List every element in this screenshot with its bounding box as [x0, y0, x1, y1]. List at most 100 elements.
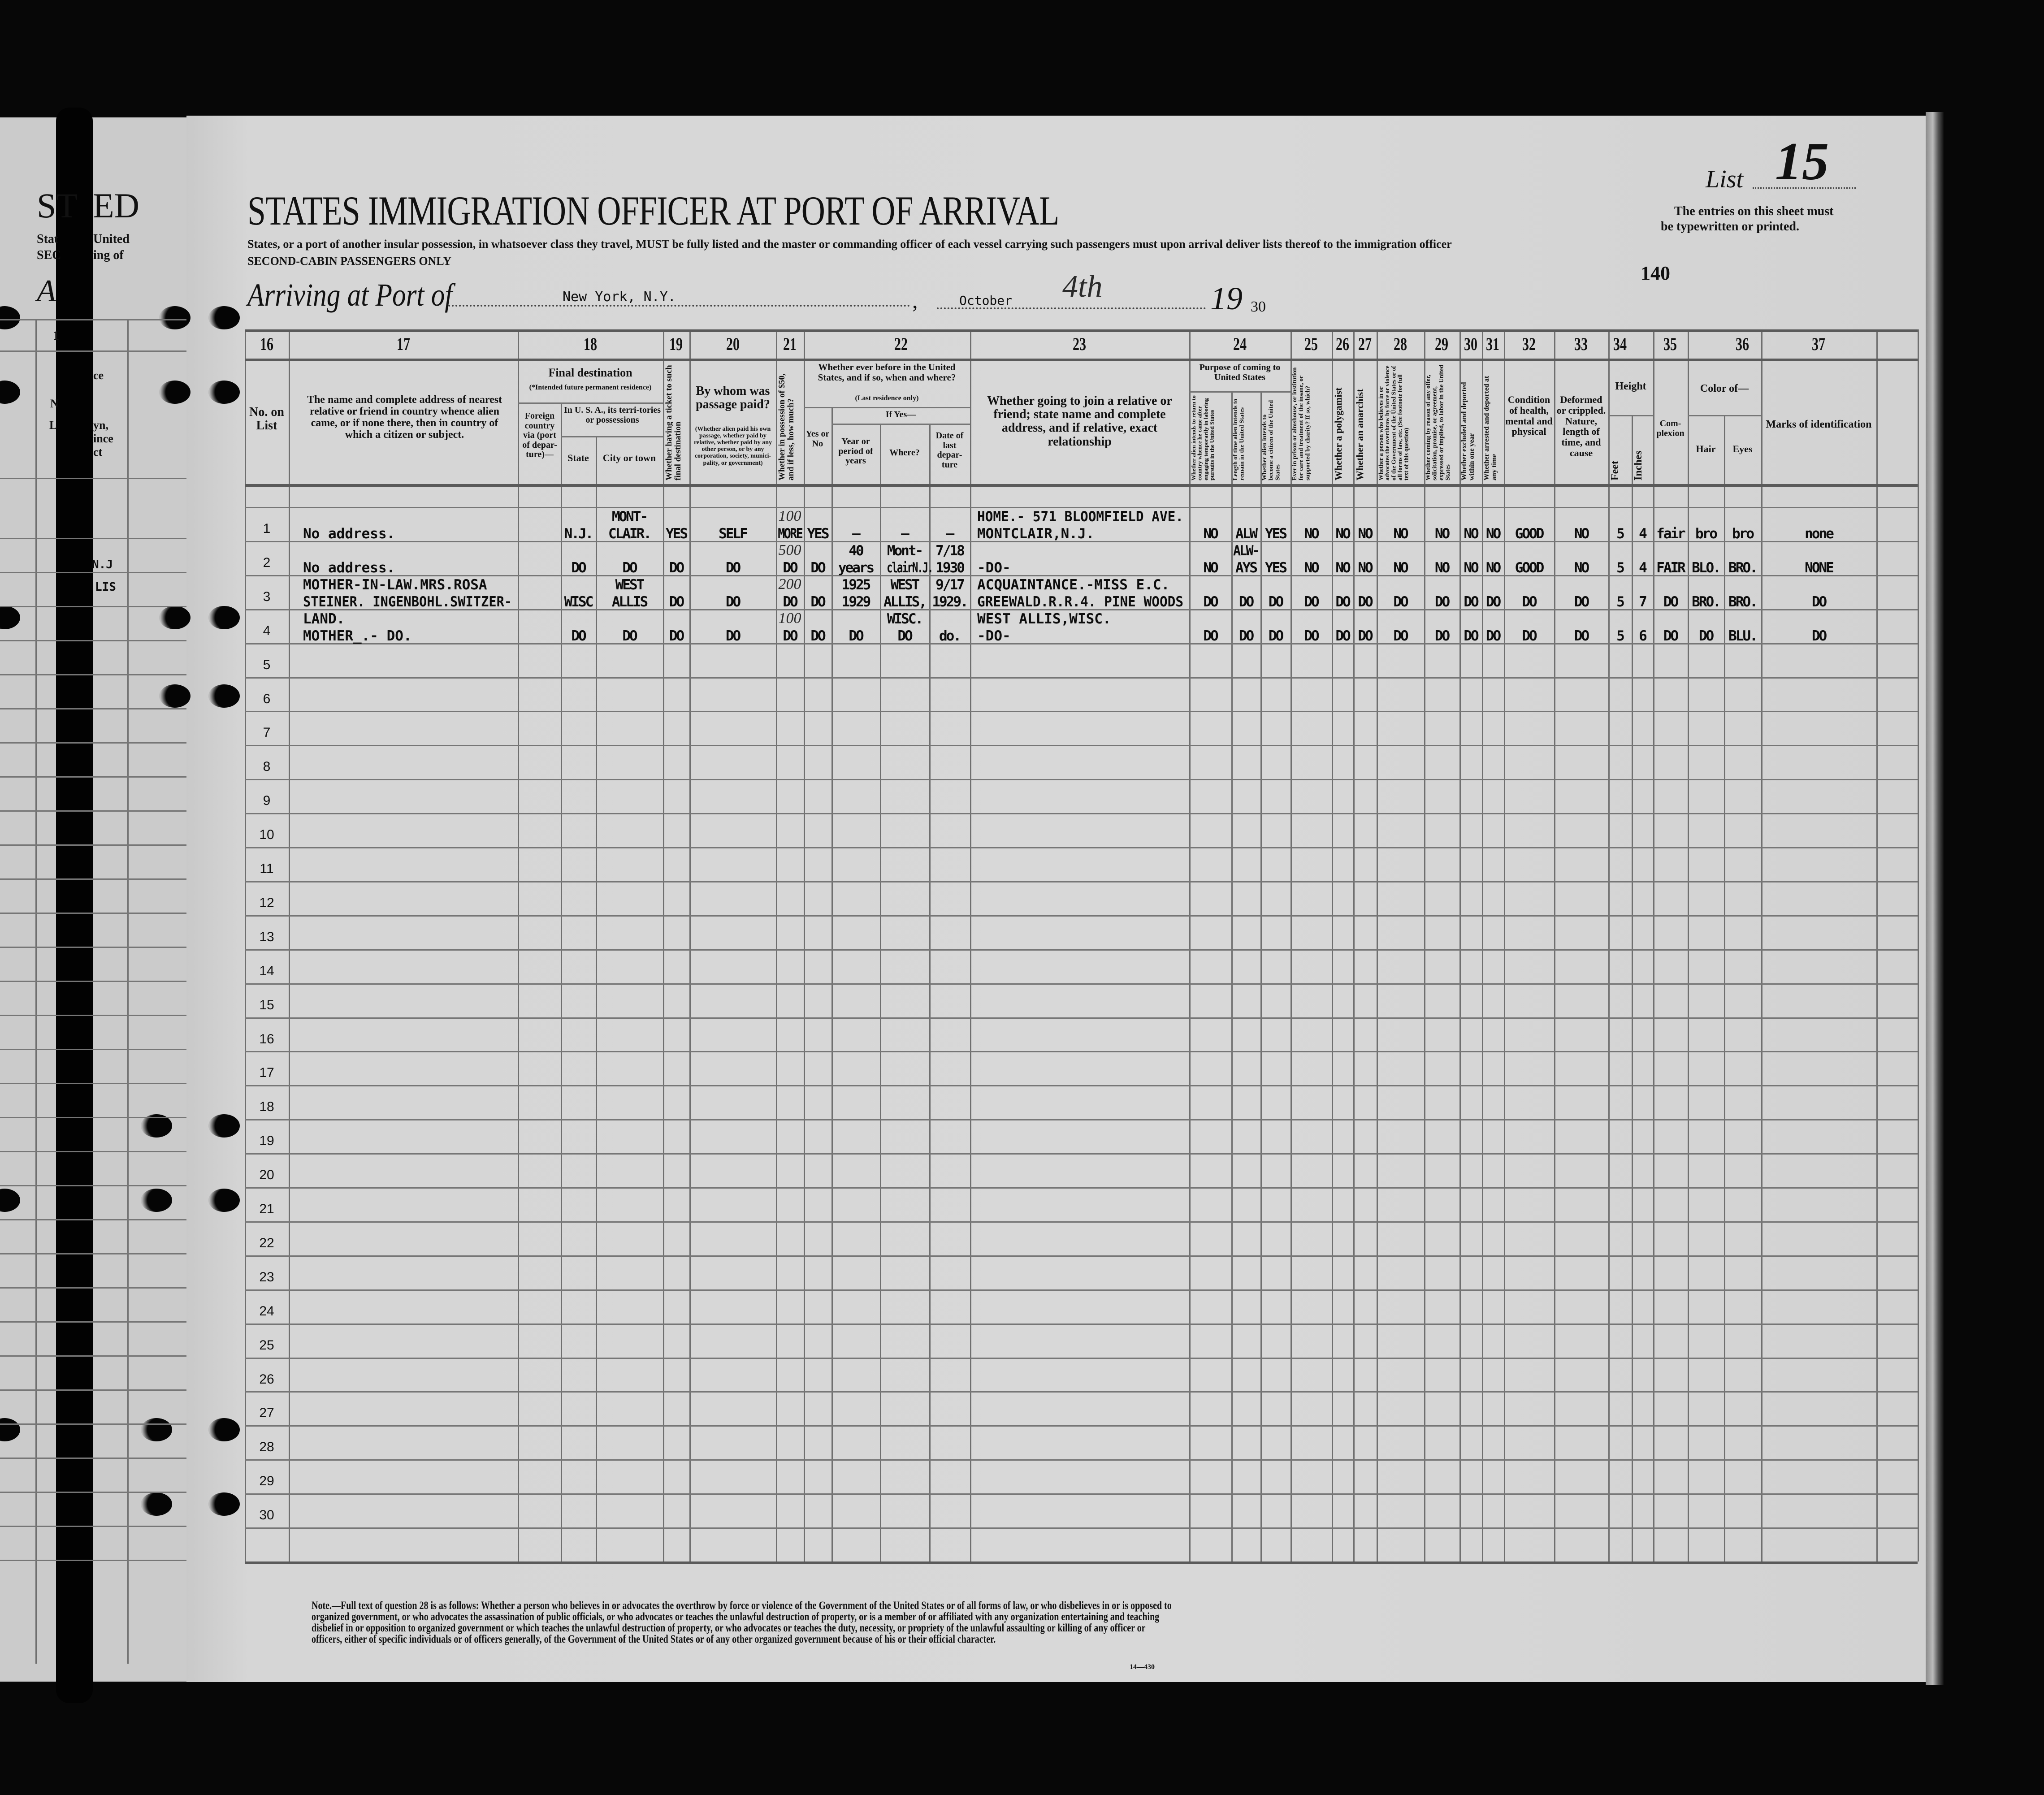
entry-c24b: AYS: [1235, 560, 1258, 576]
typewritten-notice-2: be typewritten or printed.: [1661, 220, 1799, 234]
left-page-row-line: [0, 640, 186, 641]
line-number: 17: [259, 1065, 274, 1080]
column-rule: [1189, 329, 1191, 1561]
entry-c26: NO: [1335, 560, 1351, 576]
line-number: 22: [259, 1236, 274, 1250]
entry-ticket: YES: [666, 526, 688, 542]
subheader-rule: [1189, 391, 1290, 393]
entry-state: DO: [571, 628, 586, 644]
entry-eyes: BRO.: [1728, 594, 1758, 610]
entry-c24a: DO: [1203, 628, 1218, 644]
entry-c33: DO: [1574, 628, 1589, 644]
entry-c30: DO: [1464, 628, 1479, 644]
entry-money: DO: [783, 560, 798, 576]
column-header-c22-if_yes: If Yes—: [885, 410, 916, 420]
entry-complexion: DO: [1663, 628, 1679, 644]
entry-marks: none: [1805, 526, 1834, 542]
column-number-34: 34: [1613, 334, 1627, 354]
entry-where: ALLIS,: [883, 594, 927, 610]
column-header-c23-label: Whether going to join a relative or frie…: [987, 394, 1172, 449]
line-number: 15: [259, 998, 274, 1012]
column-header-c36-eyes: Eyes: [1732, 443, 1753, 454]
entry-c25: NO: [1304, 526, 1319, 542]
column-rule: [1377, 329, 1378, 1561]
port-field-line: [448, 305, 910, 307]
entry-c24b: DO: [1239, 628, 1254, 644]
left-page-row-line: [0, 1083, 186, 1084]
entry-hair: BLO.: [1692, 560, 1721, 576]
left-page-row-line: [0, 878, 186, 880]
entry-ticket: DO: [669, 628, 684, 644]
line-number: 2: [263, 555, 271, 570]
column-rule: [1876, 329, 1878, 1561]
column-rule: [663, 329, 664, 1561]
entry-paid-by: DO: [725, 628, 741, 644]
row-line: [245, 779, 1918, 780]
entry-marks: DO: [1811, 594, 1827, 610]
left-page-row-line: [0, 572, 186, 573]
line-number: 27: [259, 1406, 274, 1420]
column-number-19: 19: [669, 334, 683, 354]
entry-ticket: DO: [669, 594, 684, 610]
entry-hair: BRO.: [1692, 594, 1721, 610]
entry-state: WISC: [564, 594, 594, 610]
column-rule: [1459, 329, 1461, 1561]
entry-where: clairN.J.: [887, 560, 933, 576]
entry-relative: MOTHER_.- DO.: [303, 628, 412, 644]
column-number-rule: [245, 359, 1918, 361]
left-entry-2: N.J: [92, 558, 113, 571]
column-header-c21-label: Whether in possession of $50, and if les…: [777, 373, 796, 480]
comma: ,: [912, 288, 918, 313]
entry-c25: DO: [1304, 628, 1319, 644]
entry-join: HOME.- 571 BLOOMFIELD AVE.: [977, 509, 1184, 525]
entry-date: 7/18: [935, 543, 965, 559]
column-header-c19-label: Whether having a ticket to such final de…: [664, 365, 683, 480]
column-number-30: 30: [1464, 334, 1477, 354]
year-suffix: 30: [1251, 298, 1266, 315]
column-rule: [804, 329, 805, 1561]
entry-c26: NO: [1335, 526, 1351, 542]
column-number-33: 33: [1574, 334, 1588, 354]
column-rule: [1424, 329, 1425, 1561]
entry-date: 1929.: [932, 594, 968, 610]
line-number: 18: [259, 1099, 274, 1114]
left-page-row-line: [0, 810, 186, 812]
entry-relative: MOTHER-IN-LAW.MRS.ROSA: [303, 577, 487, 593]
entry-c28: NO: [1393, 526, 1408, 542]
entry-c31: NO: [1485, 560, 1501, 576]
left-hdr-3: L: [49, 419, 57, 432]
subheader-rule: [561, 436, 663, 437]
left-page-rule: [0, 350, 186, 352]
row-line: [245, 1289, 1918, 1291]
row-line: [245, 1527, 1918, 1529]
entry-c29: DO: [1434, 594, 1450, 610]
entry-c31: NO: [1485, 526, 1501, 542]
punch-hole: [159, 606, 191, 629]
row-line: [245, 677, 1918, 679]
subcolumn-rule: [1632, 415, 1633, 1561]
year-prefix: 19: [1210, 281, 1243, 316]
left-page-rule: [127, 319, 129, 1664]
sheet-number: 140: [1641, 262, 1670, 284]
column-rule: [1353, 329, 1355, 1561]
line-number: 24: [259, 1304, 274, 1319]
entry-ever-before: DO: [810, 594, 826, 610]
column-header-c26-label: Whether a polygamist: [1333, 387, 1344, 480]
column-header-c37-label: Marks of identification: [1766, 419, 1872, 430]
entry-money: DO: [783, 628, 798, 644]
entry-c26: DO: [1335, 594, 1351, 610]
entry-c26: DO: [1335, 628, 1351, 644]
row-line: [245, 1358, 1918, 1359]
entry-c25: NO: [1304, 560, 1319, 576]
arriving-label: Arriving at Port of: [247, 277, 453, 313]
entry-feet: 5: [1616, 526, 1625, 542]
left-page-row-line: [0, 1560, 186, 1561]
handwritten-amount: 100: [778, 508, 801, 524]
entry-hair: bro: [1695, 526, 1718, 542]
entry-c33: NO: [1574, 526, 1589, 542]
entry-year: 1929: [841, 594, 871, 610]
left-page-row-line: [0, 913, 186, 914]
subheader-rule: [1608, 415, 1653, 416]
row-line: [245, 915, 1918, 917]
entry-year: —: [852, 526, 861, 542]
